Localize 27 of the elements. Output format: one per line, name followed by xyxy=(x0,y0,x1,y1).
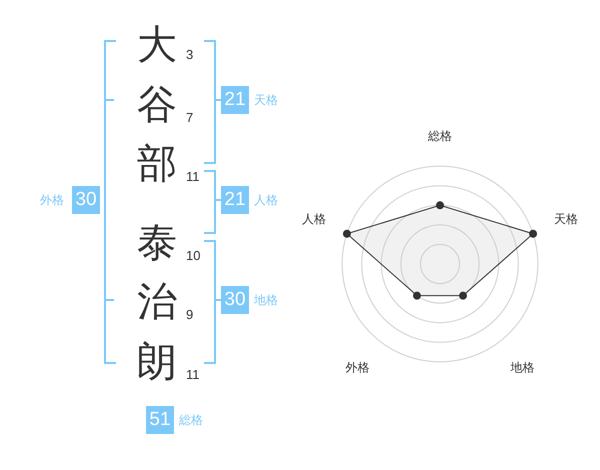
data-label: 11 xyxy=(186,169,200,184)
category-label: 大 xyxy=(136,21,178,70)
spoke-label: 天格 xyxy=(554,212,578,226)
spoke-label: 地格 xyxy=(509,360,534,374)
spoke-label: 外格 xyxy=(346,360,370,374)
text: 21 xyxy=(224,189,246,210)
text: 外格 xyxy=(40,192,64,209)
data-label: 9 xyxy=(186,307,194,322)
spoke-label: 総格 xyxy=(427,129,452,144)
category-label: 治 xyxy=(136,278,178,327)
text: 地格 xyxy=(254,292,278,309)
text: 30 xyxy=(75,189,97,210)
data-label: 11 xyxy=(186,367,200,382)
text: 30 xyxy=(224,289,246,310)
text: 51 xyxy=(149,409,171,430)
category-label: 谷 xyxy=(136,81,178,130)
text: 総格 xyxy=(179,412,203,429)
text: 天格 xyxy=(254,92,278,109)
spoke-label: 人格 xyxy=(302,212,326,226)
text: 21 xyxy=(224,89,246,110)
data-label: 10 xyxy=(186,248,200,263)
category-label: 泰 xyxy=(136,219,178,268)
data-label: 3 xyxy=(186,47,194,62)
category-label: 部 xyxy=(136,140,178,189)
category-label: 朗 xyxy=(136,338,178,387)
text: 人格 xyxy=(254,192,278,209)
data-label: 7 xyxy=(186,110,194,125)
